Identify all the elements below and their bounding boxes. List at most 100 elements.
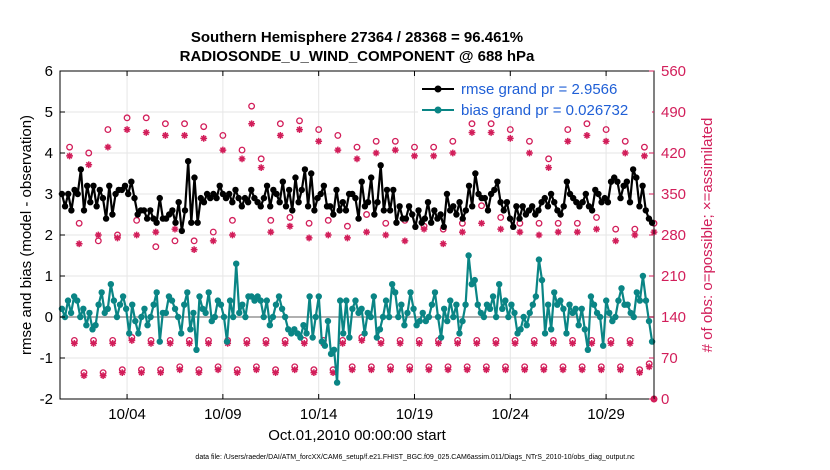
bias-point (333, 379, 341, 386)
bias-point (349, 305, 356, 312)
bias-point (269, 313, 277, 321)
bias-point (171, 305, 179, 312)
rmse-point (263, 182, 271, 189)
bias-point (532, 293, 540, 300)
bias-point (220, 313, 228, 321)
obs-possible-marker (573, 219, 581, 227)
rmse-point (402, 215, 410, 222)
rmse-point (188, 219, 195, 226)
rmse-point (412, 223, 419, 230)
bias-point (321, 342, 329, 349)
obs-assimilated-marker (176, 366, 184, 374)
obs-assimilated-marker (454, 339, 461, 347)
bias-point (107, 281, 115, 288)
rmse-point (519, 203, 526, 210)
obs-assimilated-marker (334, 146, 342, 154)
bias-point (459, 317, 466, 325)
bias-point (242, 313, 249, 321)
y-tick-label: 1 (45, 268, 53, 285)
bias-point (138, 313, 145, 321)
rmse-point (109, 211, 116, 218)
rmse-point (443, 190, 451, 198)
rmse-point (557, 211, 564, 218)
bias-point (330, 346, 338, 353)
obs-assimilated-marker (602, 137, 610, 145)
bias-point (64, 297, 72, 304)
obs-assimilated-marker (272, 369, 279, 377)
bias-point (202, 309, 209, 317)
bias-point (606, 309, 613, 317)
bias-point (113, 313, 121, 321)
obs-assimilated-marker (157, 369, 164, 377)
obs-assimilated-marker (353, 155, 361, 163)
bias-point (416, 317, 423, 325)
bias-point (379, 313, 387, 321)
obs-assimilated-marker (487, 129, 495, 136)
rmse-point (405, 203, 413, 210)
obs-assimilated-marker (195, 369, 203, 377)
rmse-point (140, 207, 148, 214)
rmse-point (364, 199, 372, 206)
chart-title-line1: Southern Hemisphere 27364 / 28368 = 96.4… (191, 29, 523, 46)
obs-assimilated-marker (458, 228, 466, 236)
obs-assimilated-marker (478, 219, 485, 227)
rmse-point (77, 166, 85, 173)
rmse-point (371, 211, 378, 218)
rmse-point (74, 190, 81, 198)
rmse-point (175, 199, 182, 206)
rmse-point (437, 211, 444, 218)
bias-point (395, 313, 402, 321)
obs-assimilated-marker (276, 132, 284, 139)
obs-assimilated-marker (420, 225, 428, 233)
bias-point (83, 322, 90, 329)
rmse-point (377, 162, 384, 169)
rmse-point (503, 199, 511, 206)
obs-assimilated-marker (473, 339, 481, 347)
rmse-point (191, 174, 198, 181)
obs-assimilated-marker (90, 339, 97, 347)
bias-point (104, 305, 111, 312)
obs-assimilated-marker (636, 369, 644, 377)
rmse-point (289, 207, 296, 214)
rmse-point (229, 199, 236, 206)
bias-point (388, 281, 396, 288)
rmse-point (156, 194, 163, 202)
bias-point (581, 326, 589, 333)
bias-point (80, 305, 87, 312)
rmse-point (626, 199, 634, 206)
obs-possible-marker (209, 228, 217, 236)
rmse-point (427, 219, 435, 226)
obs-assimilated-marker (75, 240, 83, 248)
obs-assimilated-marker (535, 231, 543, 239)
obs-possible-marker (612, 225, 620, 233)
obs-assimilated-marker (444, 366, 452, 374)
bias-point (260, 313, 267, 321)
y-axis-right-label: # of obs: o=possible; ×=assimilated (699, 118, 716, 353)
obs-assimilated-marker (573, 228, 581, 236)
bias-point (551, 289, 558, 296)
rmse-point (96, 186, 103, 194)
rmse-point (563, 178, 571, 185)
bias-point (74, 297, 81, 304)
x-tick-label: 10/24 (492, 406, 530, 423)
obs-possible-marker (133, 216, 141, 224)
rmse-point (83, 182, 91, 189)
obs-assimilated-marker (550, 339, 557, 347)
rmse-point (257, 203, 264, 210)
obs-possible-marker (535, 219, 543, 227)
rmse-point (308, 170, 315, 177)
obs-assimilated-marker (411, 152, 418, 160)
rmse-point (260, 194, 268, 202)
bias-line (60, 254, 654, 384)
bias-point (385, 313, 393, 321)
bias-point (147, 313, 154, 321)
bias-point (462, 301, 469, 308)
obs-assimilated-marker (339, 339, 347, 347)
obs-assimilated-marker (262, 339, 270, 347)
obs-assimilated-marker (468, 129, 476, 136)
obs-possible-marker (152, 243, 160, 251)
obs-assimilated-marker (171, 225, 179, 233)
obs-assimilated-marker (267, 228, 275, 236)
rmse-point (431, 207, 438, 214)
chart-title-line2: RADIOSONDE_U_WIND_COMPONENT @ 688 hPa (180, 48, 535, 65)
